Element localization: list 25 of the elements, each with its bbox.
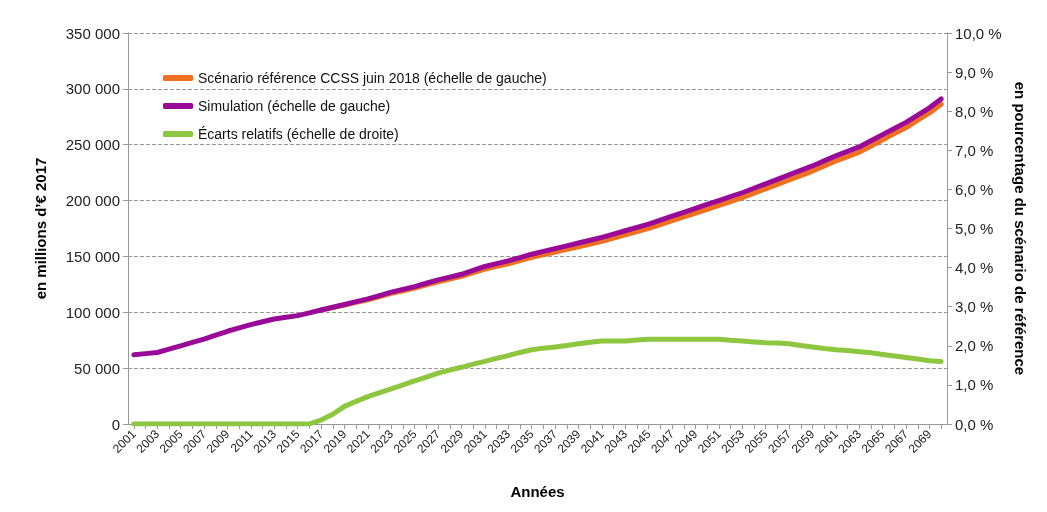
y2-tick-label: 4,0 % xyxy=(955,259,994,277)
y-tick-label: 50 000 xyxy=(74,359,120,377)
y-tick-label: 100 000 xyxy=(65,303,120,321)
y-tick-label: 300 000 xyxy=(65,80,120,98)
y2-tick-label: 1,0 % xyxy=(955,376,994,394)
y-tick-label: 0 xyxy=(111,415,120,433)
x-axis-title: Années xyxy=(510,483,565,500)
y-tick-label: 350 000 xyxy=(65,24,120,42)
y2-tick-label: 3,0 % xyxy=(955,298,994,316)
legend-label: Simulation (échelle de gauche) xyxy=(198,98,391,114)
y2-tick-label: 6,0 % xyxy=(955,180,994,198)
y2-tick-label: 9,0 % xyxy=(955,63,994,81)
y-tick-label: 250 000 xyxy=(65,136,120,154)
y2-tick-label: 10,0 % xyxy=(955,24,1002,42)
legend-label: Scénario référence CCSS juin 2018 (échelle de gauche) xyxy=(198,70,547,86)
y-tick-label: 150 000 xyxy=(65,247,120,265)
y-tick-label: 200 000 xyxy=(65,192,120,210)
y2-tick-label: 5,0 % xyxy=(955,220,994,237)
y2-tick-label: 2,0 % xyxy=(955,337,994,355)
legend-label: Écarts relatifs (échelle de droite) xyxy=(198,126,399,142)
y2-axis-title: en pourcentage du scénario de référence xyxy=(1011,81,1029,376)
y2-tick-label: 8,0 % xyxy=(955,102,994,120)
y2-tick-label: 7,0 % xyxy=(955,141,994,159)
y2-tick-label: 0,0 % xyxy=(955,415,994,433)
y-axis-title: en millions d’€ 2017 xyxy=(32,157,49,300)
